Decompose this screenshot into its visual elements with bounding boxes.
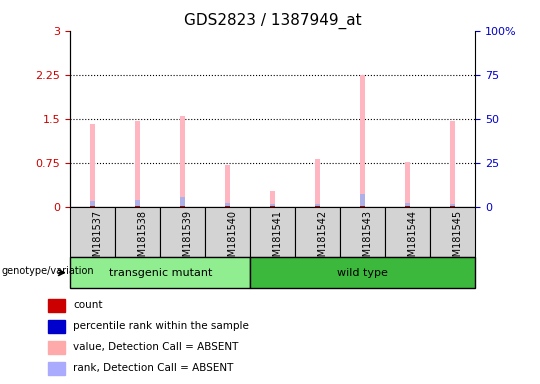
Bar xyxy=(250,257,475,288)
Bar xyxy=(91,124,95,207)
Text: transgenic mutant: transgenic mutant xyxy=(109,268,212,278)
Text: percentile rank within the sample: percentile rank within the sample xyxy=(73,321,249,331)
Bar xyxy=(361,205,365,207)
Bar xyxy=(406,205,410,207)
Text: GSM181544: GSM181544 xyxy=(408,210,418,269)
Bar xyxy=(115,207,160,257)
Bar xyxy=(450,121,455,207)
Text: rank, Detection Call = ABSENT: rank, Detection Call = ABSENT xyxy=(73,363,234,373)
Title: GDS2823 / 1387949_at: GDS2823 / 1387949_at xyxy=(184,13,361,29)
Bar xyxy=(250,207,295,257)
Bar xyxy=(180,205,185,207)
Bar xyxy=(70,207,115,257)
Bar xyxy=(226,203,230,207)
Bar xyxy=(361,75,365,207)
Bar xyxy=(315,205,320,207)
Bar xyxy=(180,197,185,207)
Bar xyxy=(136,205,140,207)
Bar xyxy=(180,116,185,207)
Bar xyxy=(271,205,275,207)
Bar xyxy=(136,200,140,207)
Bar xyxy=(450,205,455,207)
Bar xyxy=(48,299,65,312)
Bar xyxy=(406,203,410,207)
Bar xyxy=(48,362,65,375)
Bar xyxy=(136,121,140,207)
Text: GSM181537: GSM181537 xyxy=(93,210,103,269)
Bar xyxy=(450,204,455,207)
Text: GSM181540: GSM181540 xyxy=(228,210,238,269)
Bar xyxy=(315,204,320,207)
Bar xyxy=(91,205,95,207)
Text: GSM181545: GSM181545 xyxy=(453,210,463,269)
Bar xyxy=(406,162,410,207)
Bar xyxy=(226,205,230,207)
Bar xyxy=(70,257,250,288)
Text: GSM181542: GSM181542 xyxy=(318,210,328,269)
Bar xyxy=(160,207,205,257)
Text: genotype/variation: genotype/variation xyxy=(2,266,94,276)
Bar xyxy=(315,159,320,207)
Text: count: count xyxy=(73,300,103,310)
Bar xyxy=(226,165,230,207)
Text: GSM181538: GSM181538 xyxy=(138,210,148,269)
Text: GSM181539: GSM181539 xyxy=(183,210,193,269)
Bar xyxy=(361,194,365,207)
Text: GSM181541: GSM181541 xyxy=(273,210,283,269)
Bar xyxy=(430,207,475,257)
Text: value, Detection Call = ABSENT: value, Detection Call = ABSENT xyxy=(73,342,239,352)
Bar xyxy=(205,207,250,257)
Bar xyxy=(48,320,65,333)
Bar xyxy=(340,207,385,257)
Text: GSM181543: GSM181543 xyxy=(363,210,373,269)
Bar xyxy=(271,204,275,207)
Bar xyxy=(295,207,340,257)
Bar xyxy=(91,202,95,207)
Bar xyxy=(385,207,430,257)
Bar xyxy=(48,341,65,354)
Bar xyxy=(271,191,275,207)
Text: wild type: wild type xyxy=(338,268,388,278)
